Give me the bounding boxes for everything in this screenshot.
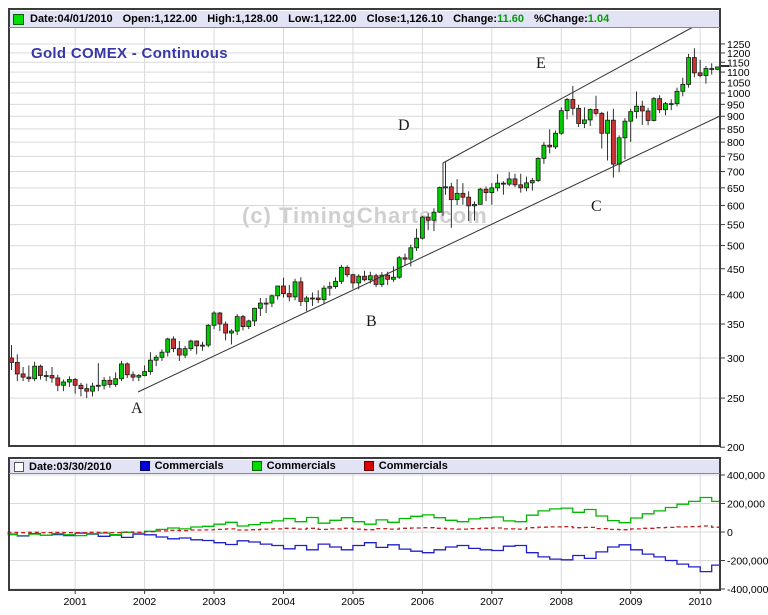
- ohlc-values: Date: 04/01/2010 Open: 1,122.00 High: 1,128.…: [30, 13, 619, 25]
- svg-text:850: 850: [727, 124, 745, 136]
- legend-swatch-icon: [139, 460, 150, 471]
- wave-label-A: A: [131, 400, 143, 417]
- svg-text:0: 0: [727, 527, 733, 539]
- svg-text:1100: 1100: [727, 67, 750, 79]
- svg-text:600: 600: [727, 200, 745, 212]
- svg-text:2004: 2004: [272, 596, 296, 608]
- svg-text:2010: 2010: [688, 596, 712, 608]
- svg-text:950: 950: [727, 99, 745, 111]
- legend-swatch-icon: [251, 460, 262, 471]
- svg-text:550: 550: [727, 220, 745, 232]
- svg-text:200,000: 200,000: [727, 498, 765, 510]
- svg-text:2006: 2006: [411, 596, 435, 608]
- svg-text:900: 900: [727, 111, 745, 123]
- up-marker-icon: [13, 13, 24, 25]
- legend-item-commercials[interactable]: Commercials: [363, 460, 448, 472]
- svg-text:400,000: 400,000: [727, 470, 765, 482]
- svg-text:800: 800: [727, 137, 745, 149]
- svg-text:700: 700: [727, 167, 745, 179]
- svg-text:500: 500: [727, 241, 745, 253]
- svg-text:250: 250: [727, 393, 745, 405]
- svg-text:200: 200: [727, 442, 745, 454]
- wave-label-E: E: [536, 55, 546, 72]
- svg-text:400: 400: [727, 290, 745, 302]
- ohlc-field: Low: 1,122.00: [288, 13, 357, 25]
- svg-text:650: 650: [727, 183, 745, 195]
- svg-text:450: 450: [727, 264, 745, 276]
- cot-header-bar: Date: 03/30/2010 Commercials Commercials C…: [10, 460, 719, 473]
- svg-text:1000: 1000: [727, 88, 751, 100]
- svg-text:750: 750: [727, 151, 745, 163]
- ohlc-field: %Change: 1.04: [534, 13, 610, 25]
- cot-date: 03/30/2010: [56, 460, 112, 473]
- svg-text:1250: 1250: [727, 39, 751, 51]
- cot-date-label: Date:: [29, 460, 57, 473]
- ohlc-field: Open: 1,122.00: [122, 13, 198, 25]
- date-checkbox-icon[interactable]: [14, 461, 24, 472]
- svg-text:2003: 2003: [202, 596, 226, 608]
- legend-item-commercials[interactable]: Commercials: [139, 460, 224, 472]
- wave-label-B: B: [366, 313, 377, 330]
- ohlc-field: High: 1,128.00: [207, 13, 279, 25]
- svg-text:350: 350: [727, 319, 745, 331]
- svg-text:2008: 2008: [550, 596, 574, 608]
- svg-text:2007: 2007: [480, 596, 504, 608]
- svg-text:1050: 1050: [727, 77, 751, 89]
- svg-text:-200,000: -200,000: [727, 555, 768, 567]
- ohlc-field: Close: 1,126.10: [366, 13, 444, 25]
- svg-text:1150: 1150: [727, 57, 750, 69]
- ohlc-header-bar: Date: 04/01/2010 Open: 1,122.00 High: 1,128.…: [10, 11, 719, 27]
- wave-label-D: D: [398, 117, 410, 134]
- watermark: (c) TimingCharts.com: [242, 203, 488, 228]
- legend-swatch-icon: [363, 460, 374, 471]
- ohlc-field: Date: 04/01/2010: [30, 13, 113, 25]
- wave-label-C: C: [591, 198, 602, 215]
- svg-text:2009: 2009: [619, 596, 643, 608]
- svg-text:1200: 1200: [727, 48, 751, 60]
- cot-legend: Commercials Commercials Commercials: [112, 460, 448, 473]
- svg-text:300: 300: [727, 353, 745, 365]
- svg-text:2001: 2001: [63, 596, 87, 608]
- svg-text:-400,000: -400,000: [727, 584, 768, 596]
- ohlc-field: Change: 11.60: [453, 13, 524, 25]
- legend-item-commercials[interactable]: Commercials: [251, 460, 336, 472]
- chart-title: Gold COMEX - Continuous: [31, 45, 228, 62]
- svg-text:2005: 2005: [341, 596, 365, 608]
- svg-text:2002: 2002: [133, 596, 157, 608]
